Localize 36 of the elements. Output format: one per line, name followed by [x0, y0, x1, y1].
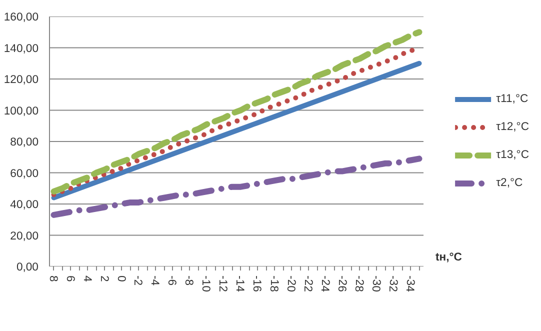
legend-label: τ2,°C: [496, 177, 523, 189]
x-tick-label: -10: [200, 276, 212, 292]
x-tick-label: 2: [98, 276, 110, 282]
y-tick-label: 160,00: [4, 12, 39, 24]
x-tick-label: 4: [80, 276, 93, 282]
x-tick-label: -28: [352, 276, 365, 292]
x-tick-label: -6: [166, 276, 178, 286]
x-tick-label: -2: [132, 276, 144, 286]
x-tick-label: -18: [268, 276, 280, 292]
legend-label: τ12,°C: [496, 121, 529, 133]
x-tick-label: -12: [216, 276, 229, 292]
x-tick-label: -26: [336, 276, 348, 292]
x-axis-title: tн,°C: [436, 252, 462, 264]
x-tick-label: -20: [284, 276, 297, 292]
x-tick-label: 0: [114, 276, 127, 282]
y-tick-label: 80,00: [10, 136, 39, 148]
y-tick-label: 20,00: [10, 230, 39, 242]
y-tick-label: 0,00: [16, 262, 39, 274]
x-tick-label: -4: [148, 276, 161, 286]
y-tick-label: 100,00: [4, 105, 39, 118]
y-tick-label: 40,00: [10, 199, 39, 211]
x-tick-label: -22: [302, 276, 314, 292]
x-tick-label: -34: [404, 276, 416, 292]
legend-label: τ11,°C: [496, 93, 528, 105]
y-tick-label: 140,00: [4, 42, 39, 55]
x-tick-label: -8: [182, 276, 195, 286]
y-tick-label: 120,00: [4, 74, 39, 86]
x-tick-label: -24: [318, 276, 331, 292]
x-tick-label: 6: [64, 276, 76, 282]
legend-label: τ13,°C: [496, 149, 529, 161]
x-tick-label: -14: [234, 276, 246, 292]
x-tick-label: -16: [250, 276, 263, 292]
x-tick-label: -32: [386, 276, 399, 292]
x-tick-label: -30: [370, 276, 382, 292]
y-tick-label: 60,00: [10, 168, 39, 180]
x-tick-label: 8: [46, 276, 59, 282]
